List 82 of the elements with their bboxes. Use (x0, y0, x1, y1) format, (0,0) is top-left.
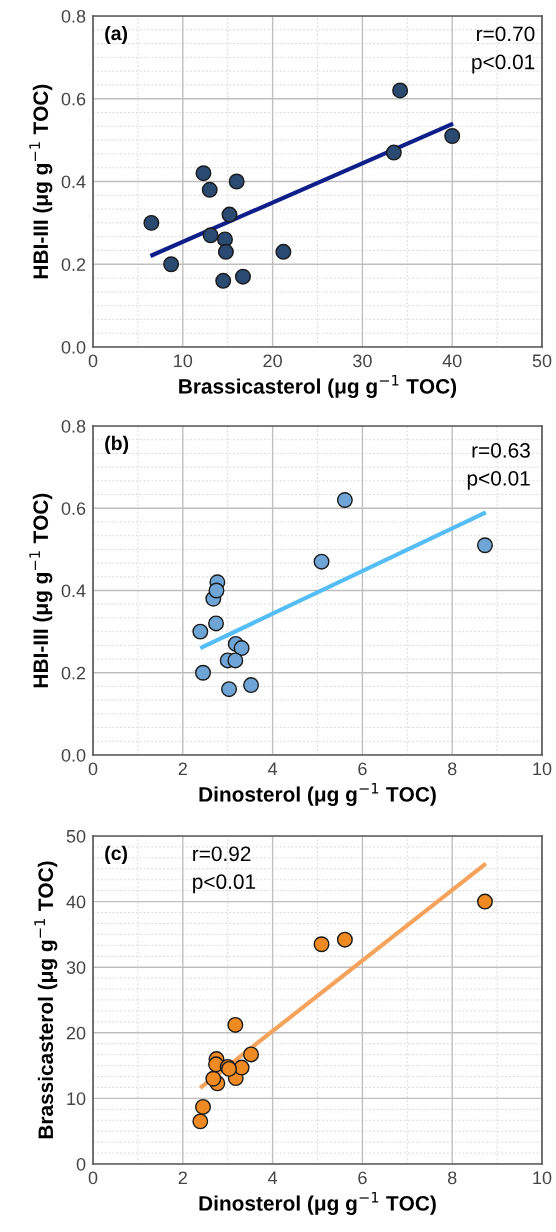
point (233, 640, 250, 657)
x-axis-title: Dinosterol (μg g$^{−1}$ TOC) (199, 1191, 436, 1215)
y-tick-label: 0.8 (61, 9, 86, 23)
x-tick-label: 2 (178, 762, 187, 776)
x-tick-label: 6 (358, 1171, 367, 1185)
x-tick-label: 0 (88, 762, 98, 776)
point (192, 623, 209, 640)
point (228, 173, 245, 190)
annotation: p<0.01 (467, 470, 530, 490)
y-tick-label: 0 (76, 1157, 86, 1171)
x-tick-label: 30 (353, 354, 372, 368)
x-axis-title: Dinosterol (μg g$^{−1}$ TOC) (199, 782, 436, 806)
x-tick-label: 40 (442, 354, 462, 368)
x-tick-label: 4 (267, 762, 278, 776)
point (385, 144, 402, 161)
y-axis-title: HBI-III (μg g$^{−1}$ TOC) (29, 493, 53, 688)
y-tick-label: 0.6 (61, 92, 86, 106)
y-tick-label: 20 (66, 1026, 86, 1040)
x-tick-label: 6 (358, 762, 367, 776)
point (243, 1046, 260, 1063)
point (195, 664, 211, 681)
point (217, 243, 234, 260)
point (201, 181, 218, 198)
point (336, 492, 353, 509)
x-tick-label: 8 (447, 1171, 457, 1185)
x-tick-label: 50 (532, 354, 552, 368)
point (476, 893, 493, 910)
y-tick-label: 0.2 (61, 666, 86, 680)
y-tick-label: 0.4 (61, 175, 86, 189)
point (336, 931, 353, 948)
x-tick-label: 10 (533, 762, 552, 776)
y-tick-label: 0.4 (61, 584, 86, 598)
point (143, 214, 160, 231)
y-tick-label: 40 (66, 895, 86, 909)
point (163, 256, 180, 273)
point (202, 227, 219, 244)
x-tick-label: 0 (88, 354, 98, 368)
point (195, 165, 212, 182)
x-tick-label: 10 (174, 354, 193, 368)
y-tick-label: 0.2 (61, 258, 86, 271)
point (444, 128, 461, 144)
point (192, 1113, 209, 1130)
y-tick-label: 0.8 (61, 419, 86, 433)
point (205, 1070, 222, 1087)
point (243, 677, 260, 694)
y-tick-label: 50 (66, 829, 86, 843)
point (313, 553, 330, 570)
y-tick-label: 10 (67, 1092, 86, 1106)
point (275, 243, 292, 260)
point (221, 681, 238, 698)
annotation: (c) (105, 845, 128, 864)
point (227, 1016, 244, 1033)
annotation: p<0.01 (472, 54, 535, 74)
x-tick-label: 10 (533, 1171, 552, 1185)
x-tick-label: 0 (88, 1171, 98, 1185)
point (208, 582, 225, 599)
annotation: r=0.63 (472, 443, 530, 458)
point (195, 1098, 211, 1115)
x-axis-title: Brassicasterol (μg g$^{−1}$ TOC) (179, 374, 457, 398)
annotation: (b) (105, 435, 129, 454)
point (313, 936, 330, 953)
annotation: (a) (105, 25, 128, 45)
y-tick-label: 0.0 (61, 748, 86, 762)
point (208, 615, 225, 632)
annotation: r=0.70 (477, 26, 535, 42)
point (476, 537, 493, 554)
annotation: p<0.01 (193, 874, 256, 894)
annotation: r=0.92 (193, 846, 251, 862)
y-tick-label: 30 (66, 961, 86, 974)
x-tick-label: 4 (267, 1171, 278, 1185)
point (234, 268, 251, 285)
y-axis-title: HBI-III (μg g$^{−1}$ TOC) (29, 84, 53, 279)
x-tick-label: 8 (447, 762, 457, 776)
y-tick-label: 0.0 (61, 340, 86, 354)
point (392, 82, 409, 99)
x-tick-label: 2 (178, 1171, 187, 1185)
point (221, 206, 238, 223)
y-axis-title: Brassicasterol (μg g$^{−1}$ TOC) (34, 861, 58, 1139)
point (227, 652, 244, 669)
x-tick-label: 20 (263, 354, 282, 368)
y-tick-label: 0.6 (61, 502, 86, 515)
point (215, 272, 232, 289)
